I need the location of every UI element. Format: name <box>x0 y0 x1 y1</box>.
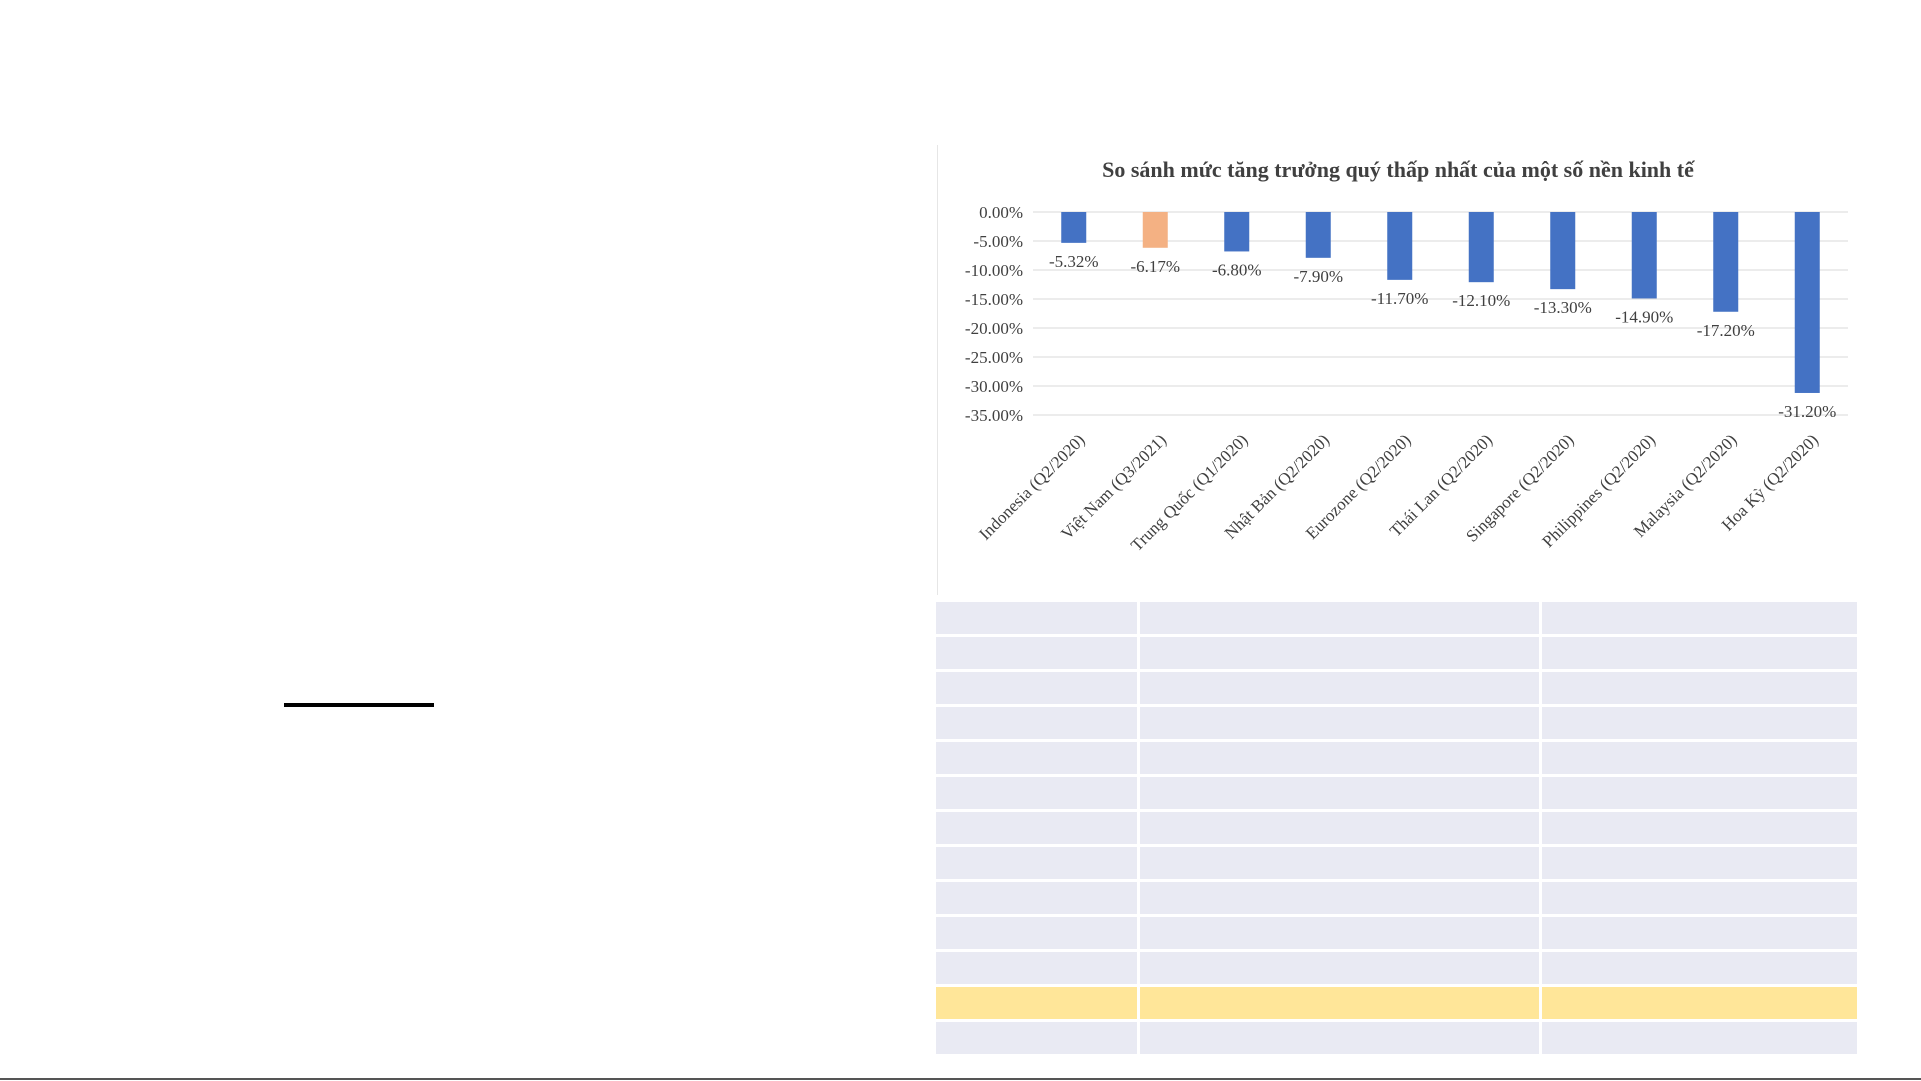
table-row <box>936 915 1857 952</box>
bar <box>1142 212 1168 248</box>
table-cell <box>1540 810 1857 847</box>
table-row <box>936 880 1857 917</box>
table-row <box>936 740 1857 777</box>
data-labels: -5.32% -6.17% -6.80% -7.90% -11.70% -12.10% -1… <box>1049 252 1836 421</box>
table-row <box>936 635 1857 672</box>
data-label: -12.10% <box>1452 291 1510 310</box>
table-cell <box>936 985 1140 1022</box>
bar <box>1387 212 1413 280</box>
y-tick-label: -30.00% <box>965 377 1023 396</box>
table-cell <box>1138 705 1542 742</box>
table-cell <box>1540 705 1857 742</box>
table-cell <box>1540 602 1857 637</box>
table-row <box>936 810 1857 847</box>
table-cell <box>1540 915 1857 952</box>
table-cell <box>936 602 1140 637</box>
chart-title: So sánh mức tăng trưởng quý thấp nhất củ… <box>1102 157 1695 182</box>
table-cell <box>1540 635 1857 672</box>
y-tick-label: 0.00% <box>979 203 1023 222</box>
data-label: -6.80% <box>1212 260 1262 279</box>
table-cell <box>1138 670 1542 707</box>
table-cell <box>1540 950 1857 987</box>
bars <box>1061 212 1820 393</box>
y-tick-label: -20.00% <box>965 319 1023 338</box>
table-cell <box>936 670 1140 707</box>
table-cell <box>936 950 1140 987</box>
bar-chart: So sánh mức tăng trưởng quý thấp nhất củ… <box>937 145 1858 595</box>
table-cell <box>1138 1020 1542 1057</box>
data-label: -6.17% <box>1130 257 1180 276</box>
table-row <box>936 670 1857 707</box>
table-cell <box>1138 602 1542 637</box>
y-tick-label: -5.00% <box>973 232 1023 251</box>
table-cell <box>1540 880 1857 917</box>
table-cell <box>1138 775 1542 812</box>
table-cell <box>1540 1020 1857 1057</box>
data-table <box>936 602 1857 1057</box>
bar <box>1550 212 1576 290</box>
table-row <box>936 775 1857 812</box>
y-axis-ticks: 0.00% -5.00% -10.00% -15.00% -20.00% -25.00% -… <box>965 203 1023 425</box>
chart-svg: So sánh mức tăng trưởng quý thấp nhất củ… <box>965 157 1848 555</box>
table-cell <box>1138 810 1542 847</box>
table-cell <box>1138 915 1542 952</box>
data-label: -13.30% <box>1534 298 1592 317</box>
table-cell <box>1540 845 1857 882</box>
bar <box>1468 212 1494 283</box>
table-cell <box>1138 985 1542 1022</box>
bar <box>1305 212 1331 258</box>
table-body <box>936 602 1857 1057</box>
table-row <box>936 950 1857 987</box>
table-cell <box>1540 740 1857 777</box>
bar <box>1713 212 1739 312</box>
data-label: -17.20% <box>1697 321 1755 340</box>
data-label: -31.20% <box>1778 402 1836 421</box>
table-cell <box>936 635 1140 672</box>
table-cell <box>936 775 1140 812</box>
table-cell <box>936 740 1140 777</box>
data-label: -14.90% <box>1615 307 1673 326</box>
table-cell <box>1540 670 1857 707</box>
table-row <box>936 985 1857 1022</box>
x-axis-ticks: Indonesia (Q2/2020)Việt Nam (Q3/2021)Tru… <box>975 430 1822 555</box>
bar <box>1631 212 1657 299</box>
table-cell <box>936 1020 1140 1057</box>
table-cell <box>936 880 1140 917</box>
table-cell <box>936 810 1140 847</box>
table-cell <box>936 845 1140 882</box>
table-cell <box>1540 775 1857 812</box>
data-label: -11.70% <box>1371 289 1428 308</box>
bar <box>1224 212 1250 252</box>
table-row <box>936 705 1857 742</box>
table-cell <box>936 705 1140 742</box>
table-cell <box>1138 740 1542 777</box>
y-tick-label: -35.00% <box>965 406 1023 425</box>
table-cell <box>1138 950 1542 987</box>
table-row <box>936 845 1857 882</box>
data-label: -5.32% <box>1049 252 1099 271</box>
gridlines <box>1033 211 1848 416</box>
table-cell <box>936 915 1140 952</box>
y-tick-label: -25.00% <box>965 348 1023 367</box>
y-tick-label: -15.00% <box>965 290 1023 309</box>
title-underline <box>284 703 434 707</box>
table-row <box>936 602 1857 637</box>
y-tick-label: -10.00% <box>965 261 1023 280</box>
bar <box>1061 212 1087 243</box>
data-label: -7.90% <box>1293 267 1343 286</box>
table-cell <box>1138 880 1542 917</box>
table-cell <box>1540 985 1857 1022</box>
bottom-rule <box>0 1078 1921 1080</box>
table-cell <box>1138 845 1542 882</box>
bar <box>1794 212 1820 393</box>
table-row <box>936 1020 1857 1057</box>
table-cell <box>1138 635 1542 672</box>
